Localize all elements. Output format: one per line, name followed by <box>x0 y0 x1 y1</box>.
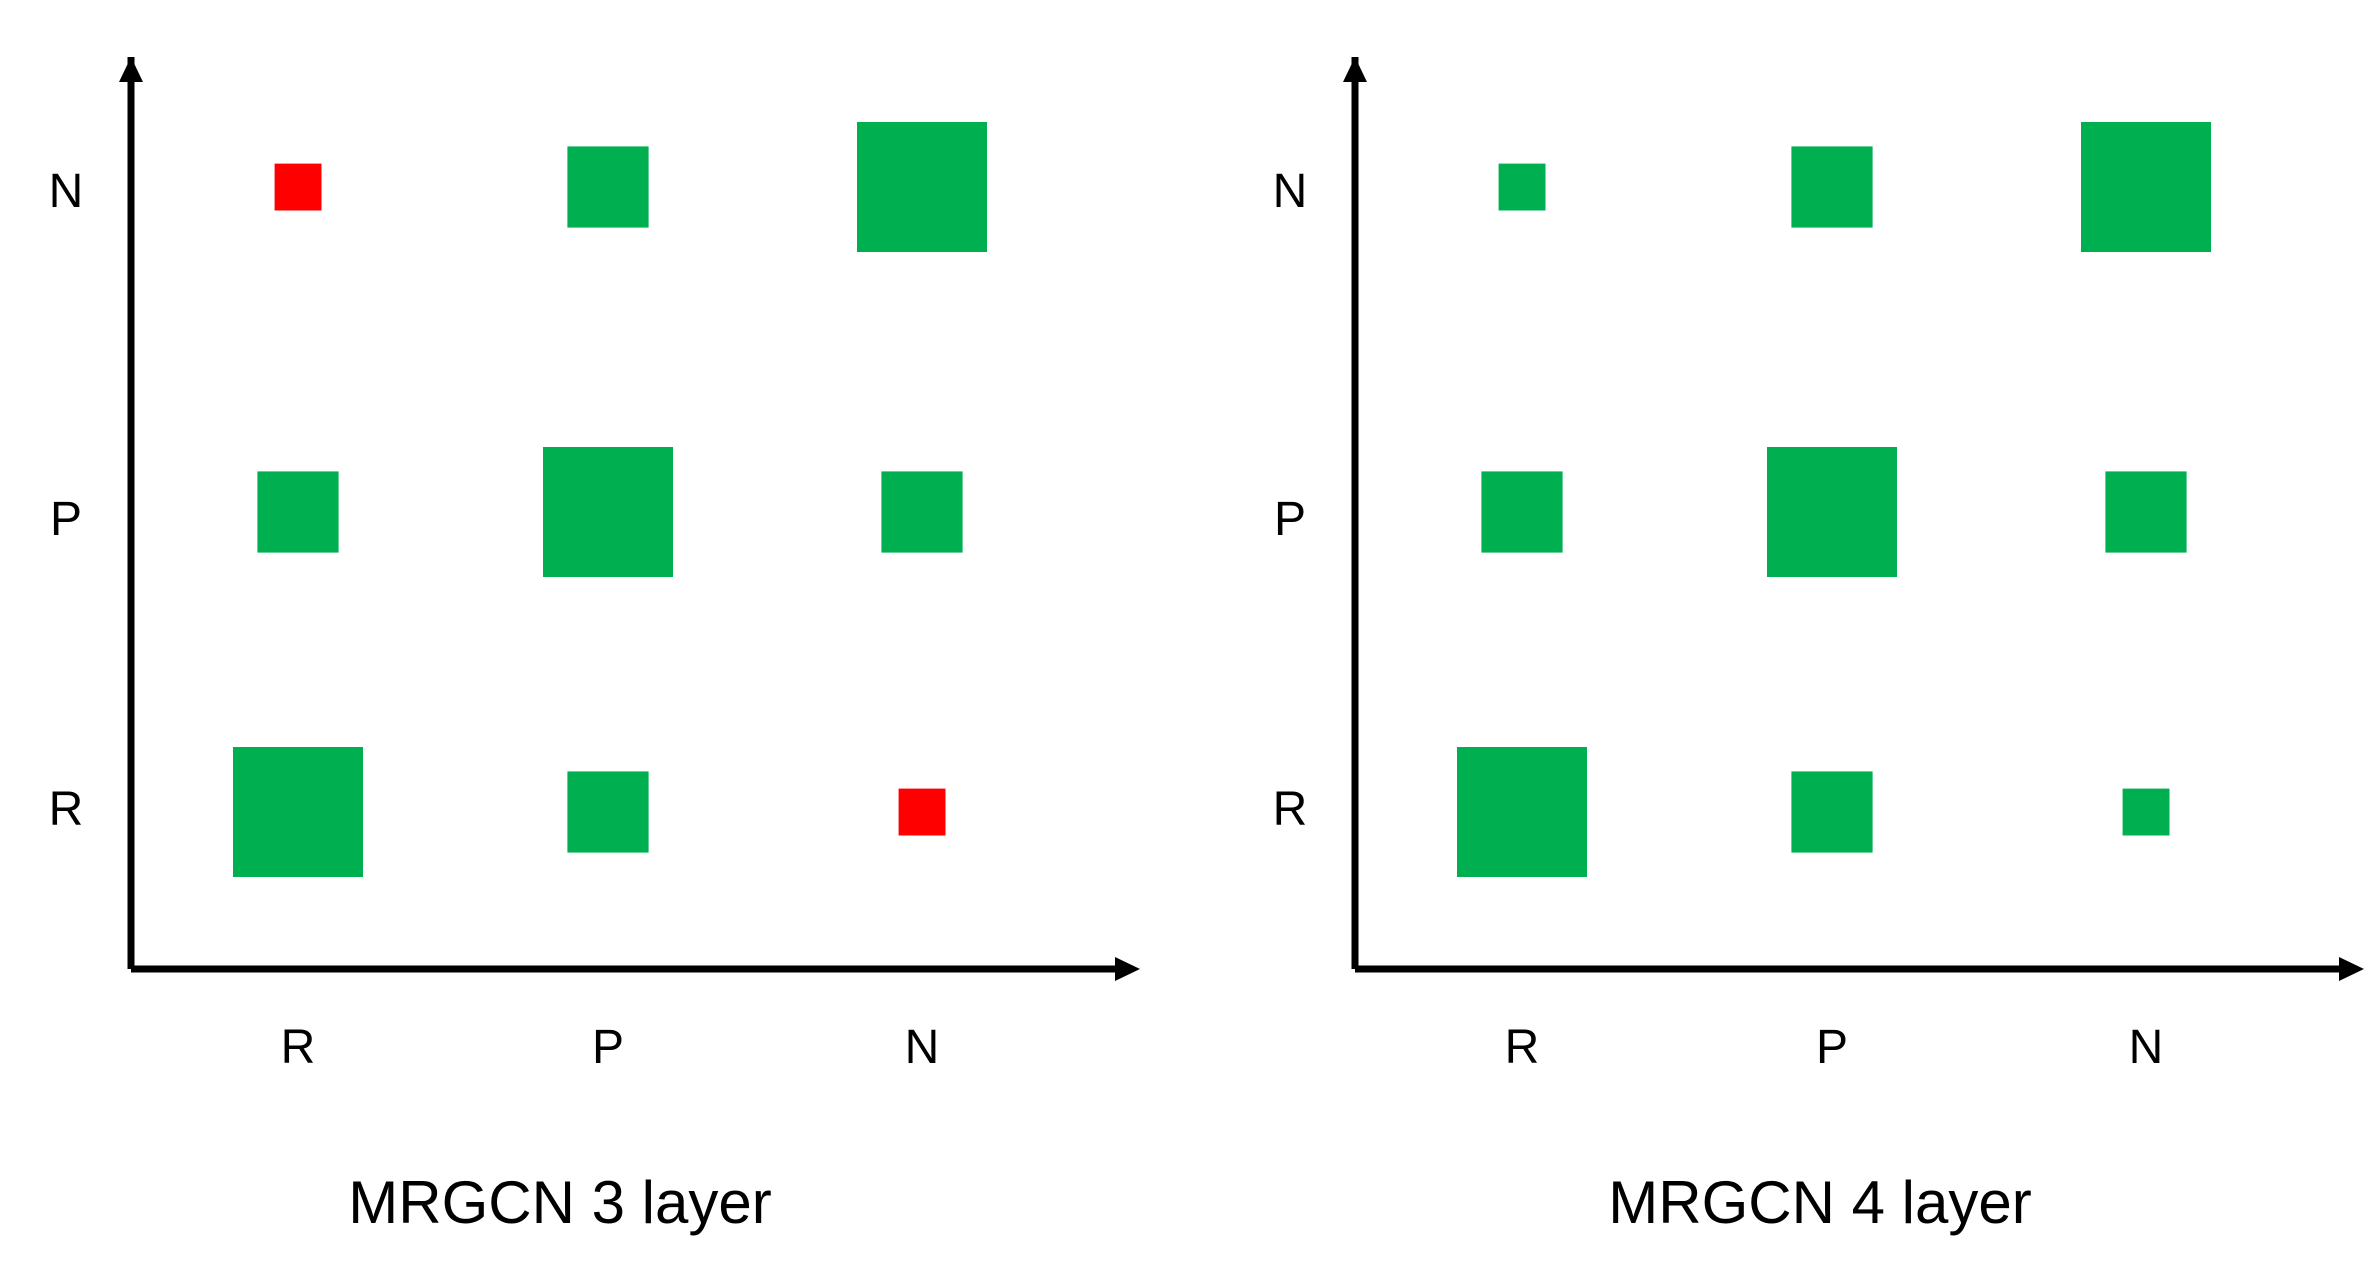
chart-title: MRGCN 3 layer <box>348 1169 771 1236</box>
x-tick-label-r: R <box>1505 1021 1540 1074</box>
y-tick-label-r: R <box>49 783 84 836</box>
x-tick-label-r: R <box>281 1021 316 1074</box>
x-tick-label-n: N <box>2129 1021 2164 1074</box>
y-axis-arrow-icon <box>1343 57 1367 82</box>
cell-n-r <box>1498 163 1546 211</box>
chart-panel-mrgcn-3-layer: R P N R P N MRGCN 3 layer <box>49 57 1140 1236</box>
x-tick-label-p: P <box>592 1021 624 1074</box>
cell-p-p <box>1767 447 1897 577</box>
y-tick-label-p: P <box>1274 493 1306 546</box>
cell-p-r <box>257 471 339 553</box>
y-tick-label-n: N <box>1273 165 1308 218</box>
cell-n-r <box>274 163 322 211</box>
heatmap-cells <box>1457 122 2211 877</box>
chart-title: MRGCN 4 layer <box>1608 1169 2031 1236</box>
cell-p-p <box>543 447 673 577</box>
cell-p-n <box>881 471 963 553</box>
heatmap-cells <box>233 122 987 877</box>
cell-r-n <box>898 788 946 836</box>
cell-r-p <box>1791 771 1873 853</box>
x-axis-arrow-icon <box>2339 957 2364 981</box>
cell-r-p <box>567 771 649 853</box>
cell-n-n <box>857 122 987 252</box>
cell-r-r <box>1457 747 1587 877</box>
cell-n-p <box>567 146 649 228</box>
x-axis-arrow-icon <box>1115 957 1140 981</box>
y-tick-label-r: R <box>1273 783 1308 836</box>
y-axis-arrow-icon <box>119 57 143 82</box>
x-tick-label-n: N <box>905 1021 940 1074</box>
cell-n-p <box>1791 146 1873 228</box>
cell-r-n <box>2122 788 2170 836</box>
cell-p-r <box>1481 471 1563 553</box>
cell-p-n <box>2105 471 2187 553</box>
x-tick-label-p: P <box>1816 1021 1848 1074</box>
cell-r-r <box>233 747 363 877</box>
y-tick-label-p: P <box>50 493 82 546</box>
chart-panel-mrgcn-4-layer: R P N R P N MRGCN 4 layer <box>1273 57 2364 1236</box>
cell-n-n <box>2081 122 2211 252</box>
y-tick-label-n: N <box>49 165 84 218</box>
